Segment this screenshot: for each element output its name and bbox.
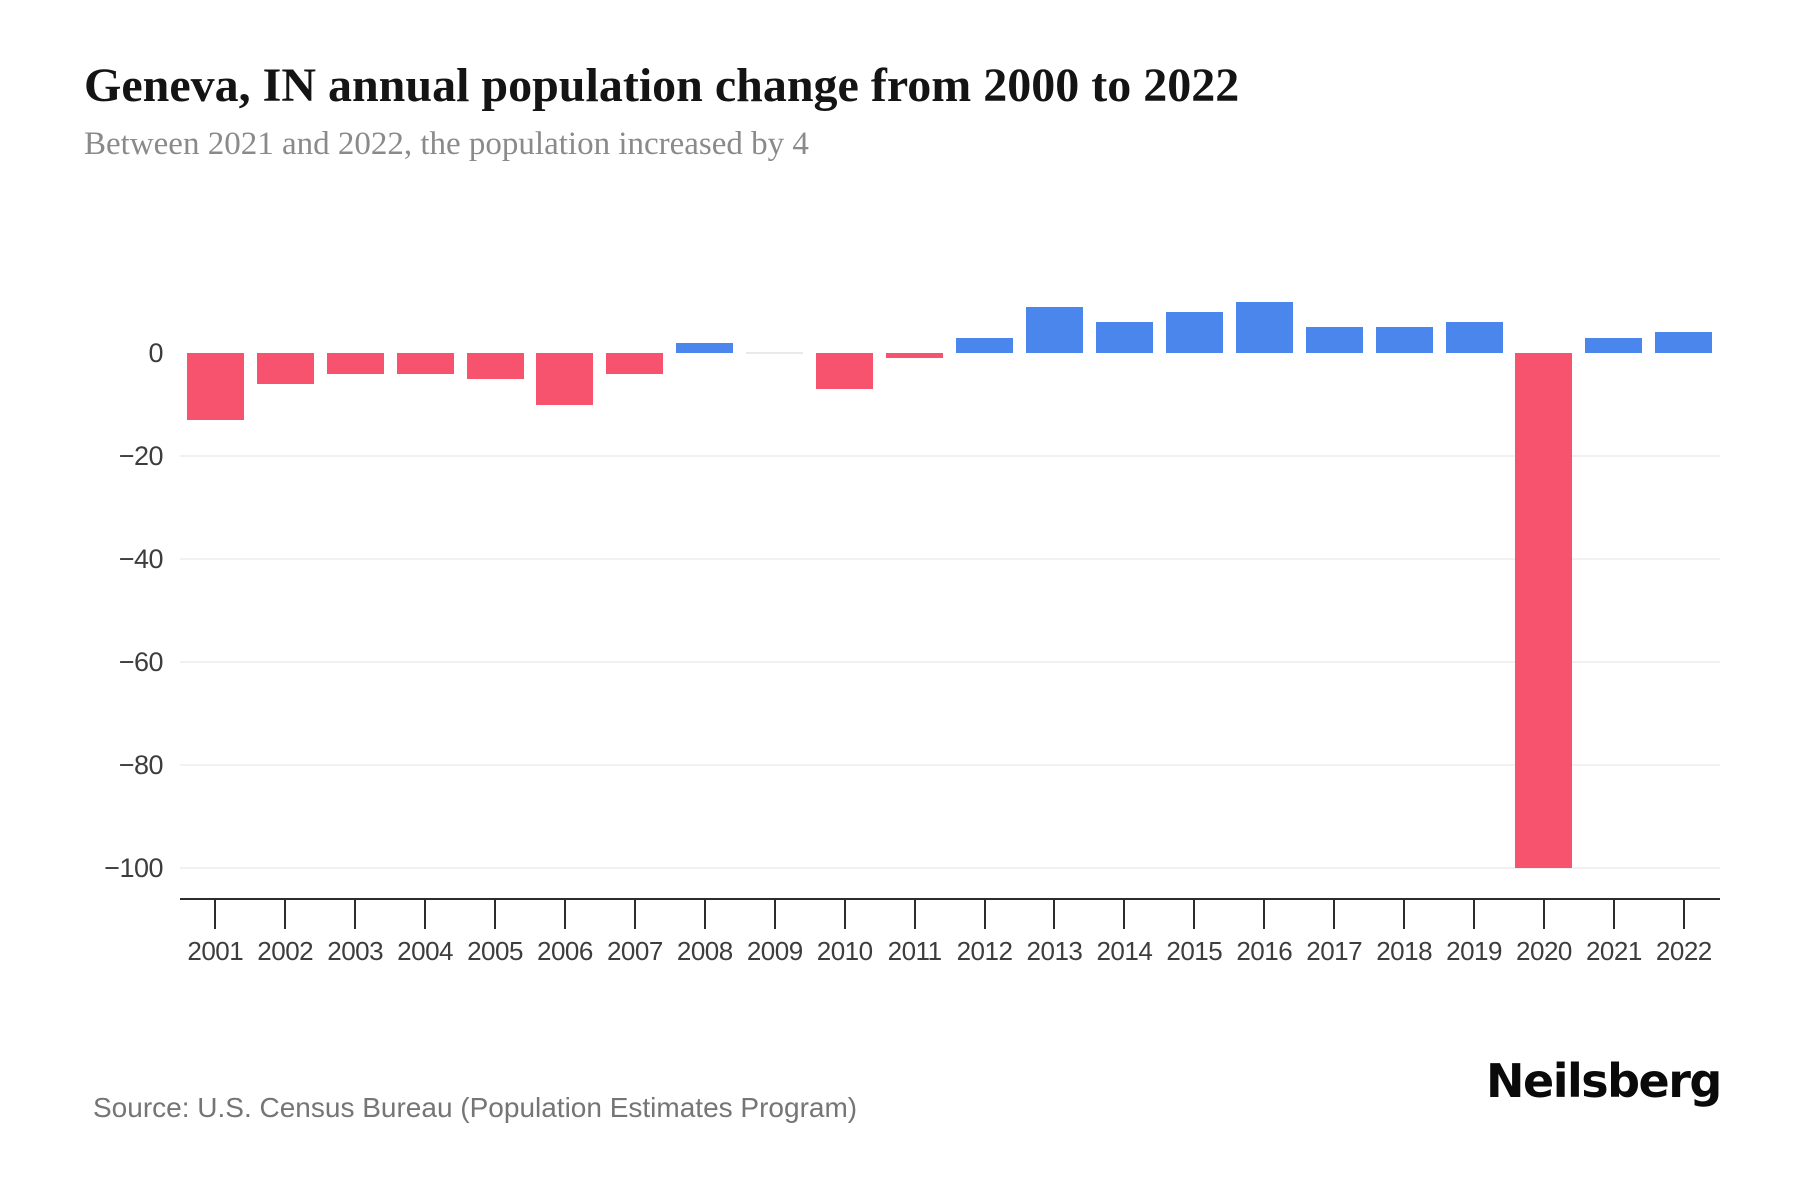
x-tick-2015 (1193, 900, 1196, 929)
x-axis-label-2011: 2011 (887, 936, 942, 966)
bar-2018[interactable] (1375, 327, 1433, 353)
x-tick-2006 (563, 900, 566, 929)
bar-2019[interactable] (1445, 322, 1503, 353)
page-title: Geneva, IN annual population change from… (84, 59, 1240, 112)
x-axis-label-2010: 2010 (816, 936, 873, 966)
y-axis-label-−100: −100 (104, 853, 163, 883)
gridline-−40 (180, 558, 1720, 560)
x-tick-2014 (1123, 900, 1126, 929)
x-axis-line (180, 898, 1720, 900)
source-text: Source: U.S. Census Bureau (Population E… (93, 1092, 858, 1123)
x-axis-label-2001: 2001 (187, 936, 244, 966)
x-axis-label-2005: 2005 (467, 936, 523, 966)
y-axis-label-0: 0 (148, 338, 163, 368)
brand-logo: Neilsberg (1486, 1054, 1722, 1108)
x-tick-2001 (214, 900, 217, 929)
x-tick-2005 (494, 900, 497, 929)
x-axis-label-2015: 2015 (1166, 936, 1223, 966)
x-tick-2017 (1333, 900, 1336, 929)
bar-2017[interactable] (1305, 327, 1363, 353)
x-axis-label-2008: 2008 (676, 936, 733, 966)
x-axis-label-2003: 2003 (327, 936, 384, 966)
bar-2007[interactable] (606, 353, 664, 374)
y-axis-label-−40: −40 (118, 544, 164, 574)
x-tick-2009 (773, 900, 776, 929)
y-axis-label-−20: −20 (118, 441, 164, 471)
bar-2010[interactable] (816, 353, 874, 390)
bar-2012[interactable] (956, 337, 1014, 353)
x-tick-2004 (424, 900, 427, 929)
x-axis-label-2017: 2017 (1306, 936, 1363, 966)
x-tick-2022 (1682, 900, 1685, 929)
x-tick-2011 (913, 900, 916, 929)
bar-2005[interactable] (466, 353, 524, 379)
x-axis-label-2012: 2012 (956, 936, 1013, 966)
bar-2020[interactable] (1515, 353, 1573, 868)
bar-2021[interactable] (1585, 337, 1643, 353)
x-axis-label-2006: 2006 (537, 936, 593, 966)
x-axis-label-2018: 2018 (1376, 936, 1433, 966)
x-axis-label-2009: 2009 (746, 936, 803, 966)
bar-2015[interactable] (1165, 311, 1223, 353)
x-tick-2002 (284, 900, 287, 929)
x-axis-label-2019: 2019 (1446, 936, 1502, 966)
bar-2014[interactable] (1095, 322, 1153, 353)
x-tick-2013 (1053, 900, 1056, 929)
bar-2008[interactable] (676, 342, 734, 353)
x-axis-label-2020: 2020 (1516, 936, 1572, 966)
page-subtitle: Between 2021 and 2022, the population in… (84, 126, 809, 162)
x-tick-2016 (1263, 900, 1266, 929)
x-tick-2019 (1473, 900, 1476, 929)
y-axis-label-−80: −80 (118, 750, 164, 780)
gridline-−100 (180, 867, 1720, 869)
x-axis-label-2007: 2007 (606, 936, 663, 966)
gridline-−80 (180, 764, 1720, 766)
x-axis-label-2004: 2004 (397, 936, 453, 966)
bar-2004[interactable] (396, 353, 454, 374)
bar-2001[interactable] (186, 353, 244, 420)
x-tick-2008 (703, 900, 706, 929)
gridline-−20 (180, 455, 1720, 457)
bar-2013[interactable] (1025, 306, 1083, 353)
x-tick-2007 (633, 900, 636, 929)
bar-2009[interactable] (746, 352, 804, 354)
x-axis-label-2021: 2021 (1585, 936, 1642, 966)
x-tick-2018 (1403, 900, 1406, 929)
bar-2022[interactable] (1655, 332, 1713, 353)
bar-2002[interactable] (256, 353, 314, 384)
x-tick-2021 (1612, 900, 1615, 929)
x-axis-label-2014: 2014 (1096, 936, 1153, 966)
x-tick-2010 (843, 900, 846, 929)
y-axis-label-−60: −60 (118, 647, 164, 677)
bar-2003[interactable] (326, 353, 384, 374)
bar-2006[interactable] (536, 353, 594, 405)
x-axis-label-2013: 2013 (1026, 936, 1083, 966)
bar-2016[interactable] (1235, 301, 1293, 353)
bar-2011[interactable] (886, 353, 944, 359)
x-tick-2003 (354, 900, 357, 929)
x-axis-label-2016: 2016 (1236, 936, 1293, 966)
x-tick-2020 (1542, 900, 1545, 929)
x-axis-label-2022: 2022 (1655, 936, 1712, 966)
bar-chart: 0 −20 −40 −60 −80 −100 2001 2002 2003 2004 2005 200… (104, 301, 1720, 966)
x-axis-label-2002: 2002 (257, 936, 314, 966)
gridline-−60 (180, 661, 1720, 663)
x-tick-2012 (983, 900, 986, 929)
